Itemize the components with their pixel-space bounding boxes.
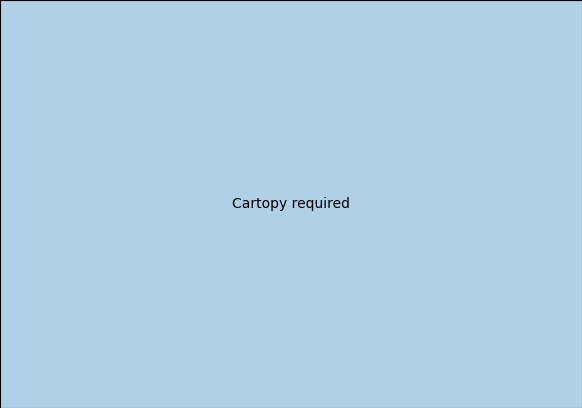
Text: Cartopy required: Cartopy required	[232, 197, 350, 211]
